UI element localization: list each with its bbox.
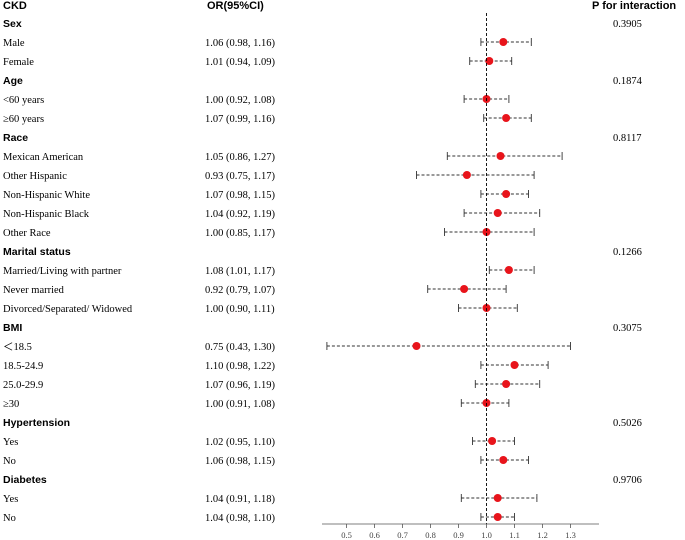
x-tick-label: 0.9 [453,530,464,540]
subgroup-label: Mexican American [3,152,84,163]
subgroup-label: ≥30 [3,399,19,410]
or-ci-text: 1.08 (1.01, 1.17) [205,266,275,277]
x-axis: 0.5 0.6 0.7 0.8 0.9 1.0 1.1 1.2 1.3 [322,523,599,540]
or-ci-text: 0.92 (0.79, 1.07) [205,285,275,296]
or-ci-text: 1.07 (0.99, 1.16) [205,114,275,125]
subgroup-label: ＜18.5 [3,342,32,353]
group-label: Diabetes [3,474,47,486]
subgroup-label: 18.5-24.9 [3,361,43,372]
x-tick-label: 1.3 [565,530,576,540]
header-subgroup: CKD [3,0,27,12]
subgroup-label: Yes [3,494,18,505]
or-point [460,285,469,293]
or-point [502,190,511,198]
subgroup-label: Other Hispanic [3,171,67,182]
or-ci-text: 1.02 (0.95, 1.10) [205,437,275,448]
or-point [504,266,513,274]
column-headers: CKD OR(95%CI) P for interaction [3,0,676,12]
or-point [510,361,519,369]
subgroup-label: No [3,513,16,524]
p-interaction-value: 0.3075 [613,323,642,334]
subgroup-label: Male [3,38,25,49]
or-point [502,114,511,122]
or-point [499,456,508,464]
or-ci-text: 1.00 (0.92, 1.08) [205,95,275,106]
or-ci-text: 1.07 (0.96, 1.19) [205,380,275,391]
header-p-interaction: P for interaction [592,0,676,12]
or-ci-text: 1.04 (0.92, 1.19) [205,209,275,220]
p-interaction-value: 0.5026 [613,418,642,429]
or-point [412,342,421,350]
subgroup-label: 25.0-29.9 [3,380,43,391]
subgroup-label: Non-Hispanic White [3,190,90,201]
p-interaction-value: 0.9706 [613,475,642,486]
or-point [488,437,497,445]
p-interaction-value: 0.8117 [613,133,642,144]
or-point [493,494,502,502]
subgroup-label: Non-Hispanic Black [3,209,90,220]
or-ci-text: 1.00 (0.91, 1.08) [205,399,275,410]
or-point [499,38,508,46]
x-tick-label: 0.8 [425,530,436,540]
or-point [502,380,511,388]
or-ci-text: 1.00 (0.90, 1.11) [205,304,275,315]
x-tick-label: 1.0 [481,530,492,540]
or-ci-text: 1.04 (0.98, 1.10) [205,513,275,524]
subgroup-label: Divorced/Separated/ Widowed [3,304,133,315]
subgroup-label: Other Race [3,228,51,239]
x-tick-label: 0.7 [397,530,408,540]
p-interaction-value: 0.1874 [613,76,643,87]
or-point [482,228,491,236]
or-ci-text: 0.93 (0.75, 1.17) [205,171,275,182]
or-point [496,152,505,160]
or-ci-text: 1.05 (0.86, 1.27) [205,152,275,163]
or-point [485,57,494,65]
or-point [462,171,471,179]
header-or-ci: OR(95%CI) [207,0,264,12]
subgroup-label: <60 years [3,95,44,106]
subgroup-label: ≥60 years [3,114,44,125]
or-ci-text: 0.75 (0.43, 1.30) [205,342,275,353]
x-tick-label: 1.1 [509,530,520,540]
plot-rows: Sex 0.3905 Male 1.06 (0.98, 1.16) Female 1.01… [3,13,643,524]
or-point [493,209,502,217]
or-point [493,513,502,521]
x-tick-label: 0.5 [341,530,352,540]
or-ci-text: 1.07 (0.98, 1.15) [205,190,275,201]
x-tick-label: 1.2 [537,530,548,540]
or-ci-text: 1.06 (0.98, 1.15) [205,456,275,467]
or-ci-text: 1.06 (0.98, 1.16) [205,38,275,49]
subgroup-label: Married/Living with partner [3,266,122,277]
x-tick-label: 0.6 [369,530,380,540]
or-ci-text: 1.04 (0.91, 1.18) [205,494,275,505]
group-label: Marital status [3,246,71,258]
p-interaction-value: 0.3905 [613,19,642,30]
group-label: Sex [3,18,22,30]
group-label: Age [3,75,23,87]
group-label: Race [3,132,28,144]
p-interaction-value: 0.1266 [613,247,642,258]
subgroup-label: No [3,456,16,467]
subgroup-label: Female [3,57,34,68]
or-ci-text: 1.00 (0.85, 1.17) [205,228,275,239]
or-ci-text: 1.10 (0.98, 1.22) [205,361,275,372]
or-ci-text: 1.01 (0.94, 1.09) [205,57,275,68]
subgroup-label: Never married [3,285,65,296]
group-label: BMI [3,322,22,334]
group-label: Hypertension [3,417,70,429]
subgroup-label: Yes [3,437,18,448]
